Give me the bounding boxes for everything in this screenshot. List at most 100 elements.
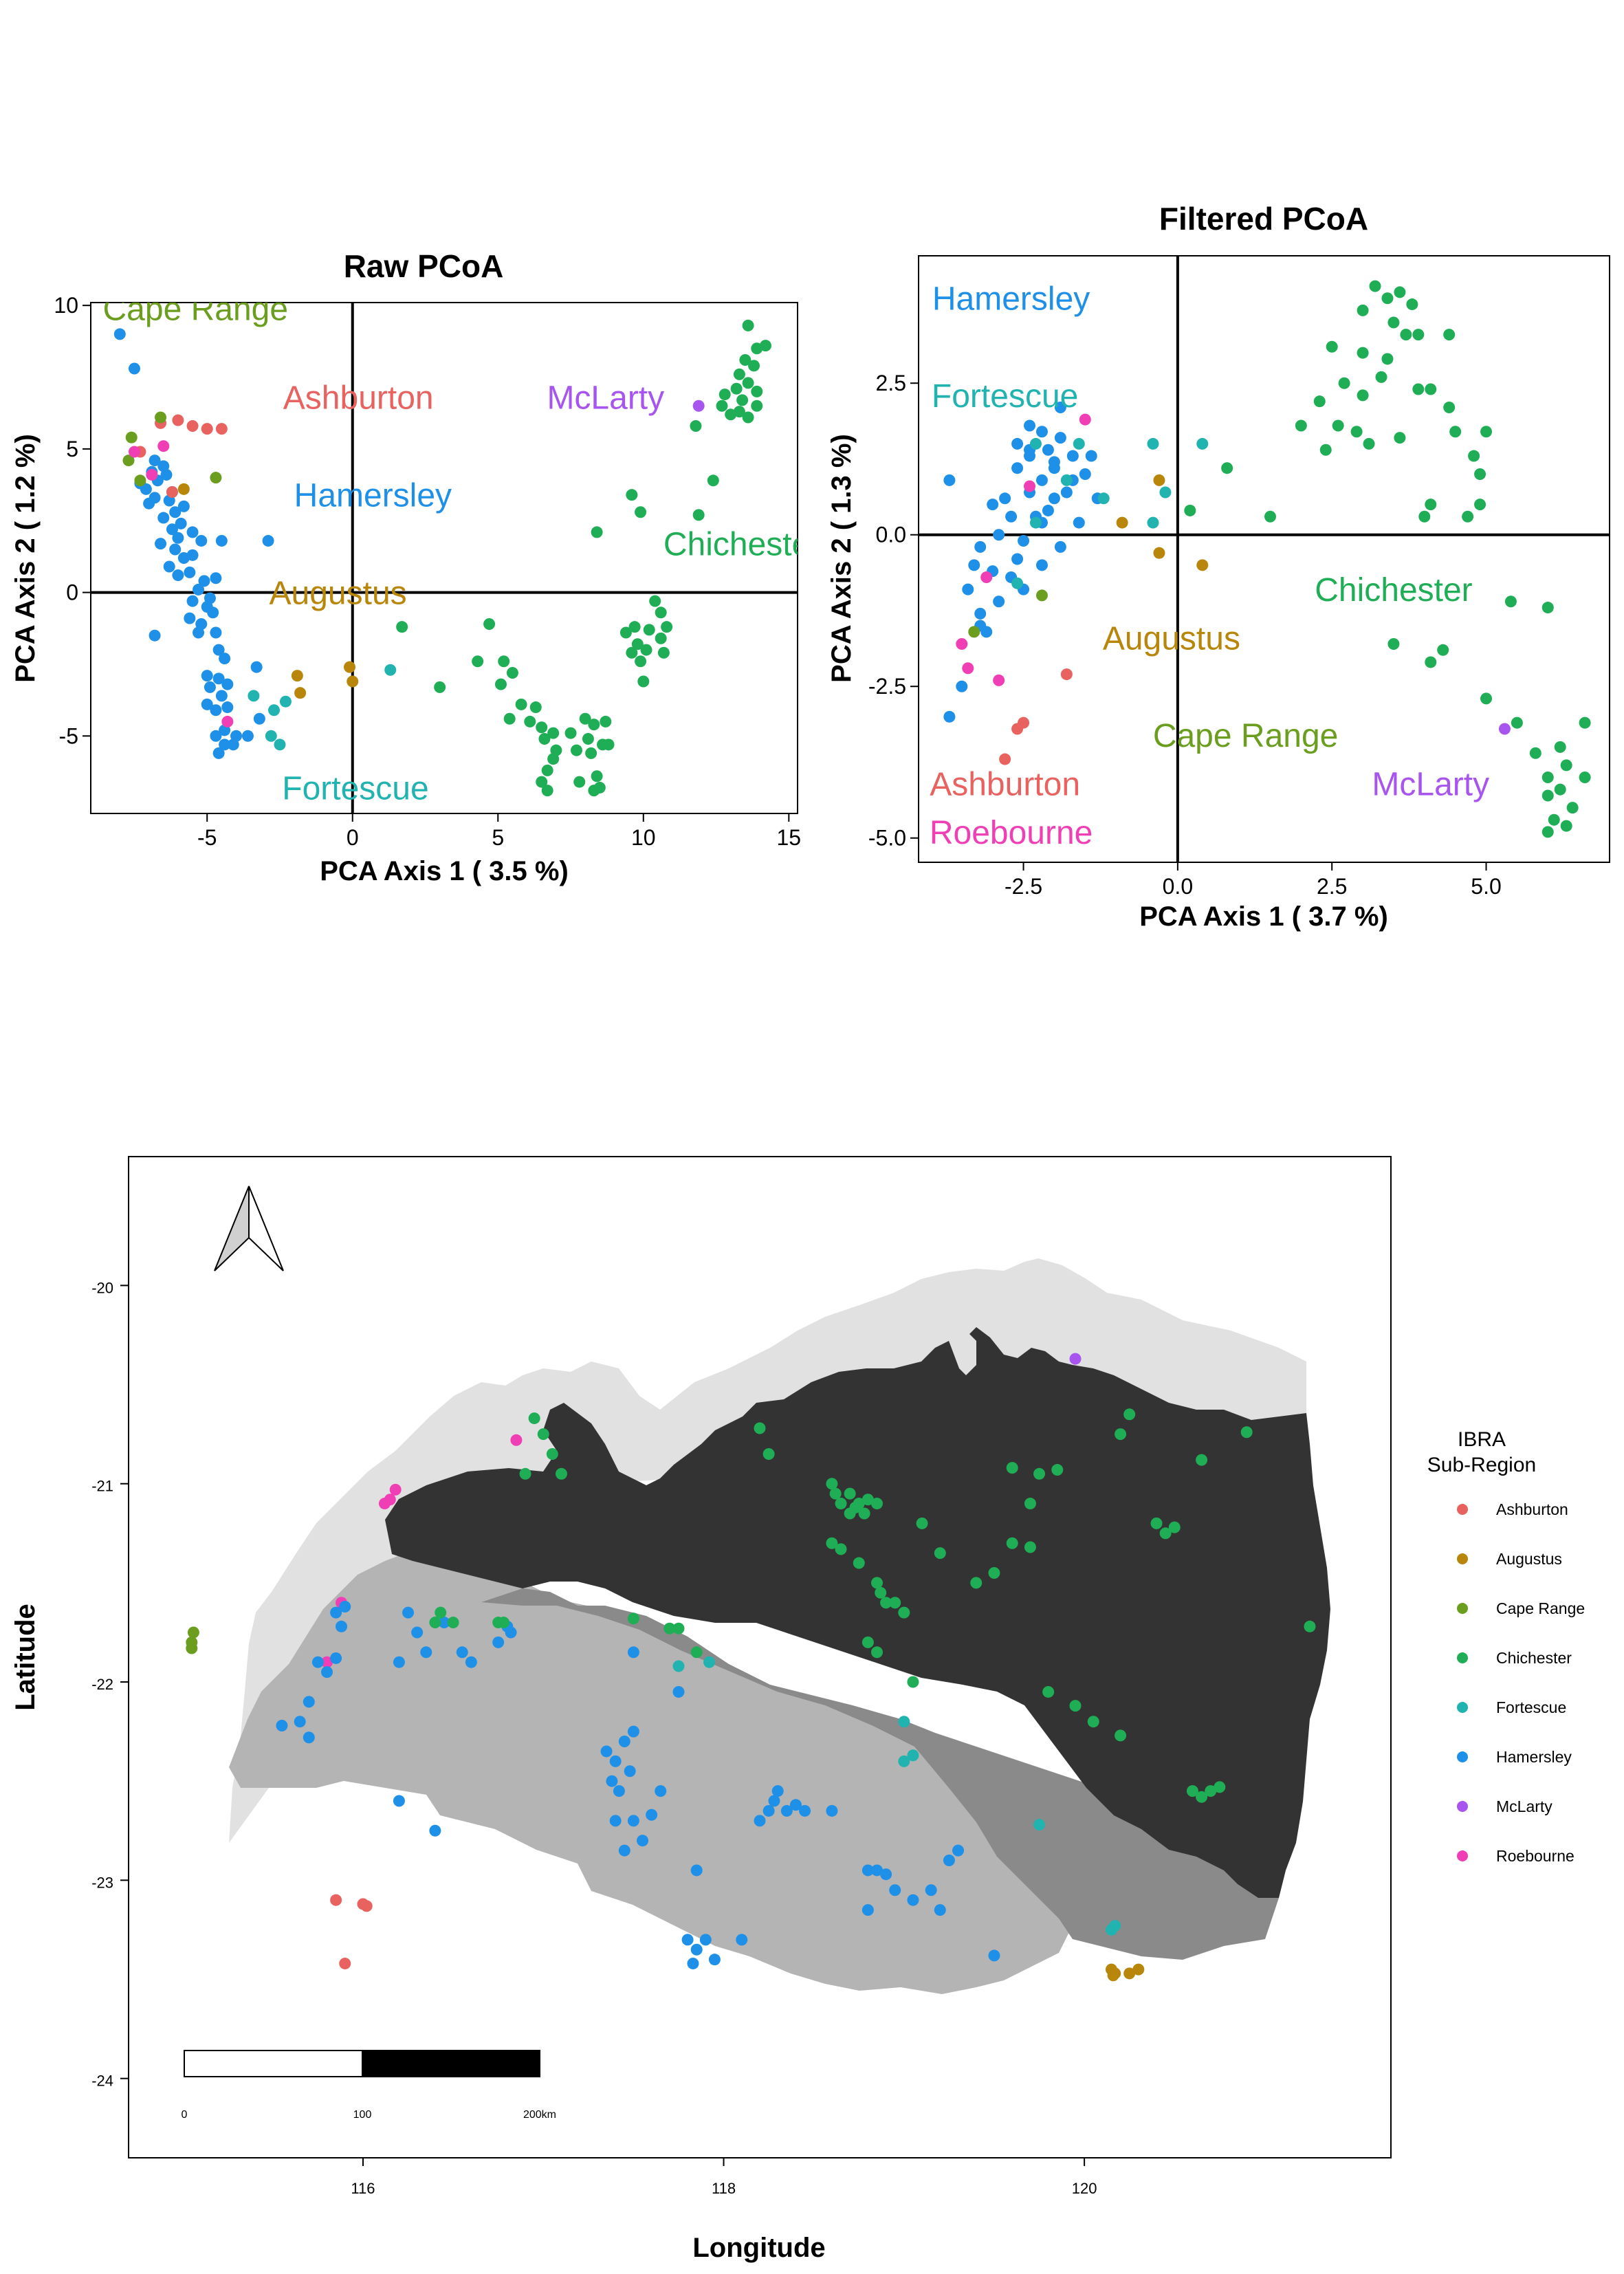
raw-pcoa-point-chichester xyxy=(498,655,510,668)
raw-pcoa-frame xyxy=(90,302,798,814)
filtered-pcoa-group-label-hamersley: Hamersley xyxy=(932,281,1090,318)
map-point-chichester xyxy=(875,1586,887,1599)
filtered-pcoa-point-chichester xyxy=(1511,717,1523,729)
map-point-chichester xyxy=(858,1507,870,1520)
map-point-ashburton xyxy=(360,1900,373,1912)
filtered-pcoa-point-chichester xyxy=(1357,304,1369,316)
filtered-pcoa-point-chichester xyxy=(1295,419,1307,432)
map-x-tick-label: 116 xyxy=(351,2180,375,2197)
raw-pcoa-y-tick-label: 10 xyxy=(54,293,78,318)
raw-pcoa-point-ashburton xyxy=(172,414,184,426)
filtered-pcoa-point-chichester xyxy=(1504,595,1517,608)
map-point-chichester xyxy=(1115,1729,1127,1742)
map-point-hamersley xyxy=(339,1600,351,1612)
raw-pcoa-point-roebourne xyxy=(157,440,170,452)
map-point-hamersley xyxy=(687,1957,699,1969)
raw-pcoa-point-augustus xyxy=(177,483,190,495)
raw-pcoa-group-label-augustus: Augustus xyxy=(270,576,407,612)
filtered-pcoa-point-hamersley xyxy=(1018,535,1030,547)
map-point-hamersley xyxy=(438,1617,450,1629)
map-point-chichester xyxy=(862,1494,874,1506)
legend-swatch-cape-range xyxy=(1457,1603,1468,1614)
map-point-hamersley xyxy=(609,1755,622,1767)
map-point-hamersley xyxy=(456,1646,468,1659)
raw-pcoa-point-chichester xyxy=(626,646,638,659)
filtered-pcoa-point-augustus xyxy=(1153,547,1165,559)
map-point-chichester xyxy=(826,1478,838,1490)
map-point-ashburton xyxy=(330,1894,342,1906)
filtered-pcoa-point-chichester xyxy=(1579,717,1591,729)
filtered-pcoa-point-hamersley xyxy=(999,492,1011,505)
raw-pcoa-point-chichester xyxy=(588,719,600,731)
filtered-pcoa-point-chichester xyxy=(1412,329,1425,341)
map-point-roebourne xyxy=(510,1434,523,1446)
raw-pcoa-point-cape-range xyxy=(125,431,138,444)
map-legend: IBRA Sub-Region Ashburton Augustus Cape Ra… xyxy=(1427,1428,1585,1865)
map-point-hamersley xyxy=(492,1636,505,1648)
map-point-chichester xyxy=(844,1487,856,1500)
raw-pcoa-point-hamersley xyxy=(193,583,205,595)
filtered-pcoa-group-label-augustus: Augustus xyxy=(1103,621,1240,657)
filtered-pcoa-point-hamersley xyxy=(1024,419,1036,432)
filtered-pcoa-point-chichester xyxy=(1394,432,1406,444)
filtered-pcoa-point-fortescue xyxy=(1097,492,1110,505)
raw-pcoa-point-hamersley xyxy=(169,543,182,556)
raw-pcoa-point-ashburton xyxy=(166,485,178,498)
filtered-pcoa-group-label-fortescue: Fortescue xyxy=(932,378,1078,415)
map-point-cape-range xyxy=(187,1626,199,1639)
raw-pcoa-point-chichester xyxy=(585,747,597,759)
filtered-pcoa-point-chichester xyxy=(1381,292,1394,305)
raw-pcoa-x-tick-label: 0 xyxy=(347,825,359,850)
map-point-hamersley xyxy=(321,1666,333,1679)
filtered-pcoa-point-hamersley xyxy=(1035,559,1048,571)
raw-pcoa-point-hamersley xyxy=(221,701,234,714)
raw-pcoa-point-hamersley xyxy=(219,739,231,751)
map-point-chichester xyxy=(1069,1700,1082,1712)
raw-pcoa-point-chichester xyxy=(524,715,536,728)
raw-pcoa-point-chichester xyxy=(716,400,728,412)
filtered-pcoa-point-hamersley xyxy=(993,595,1005,608)
filtered-pcoa-point-hamersley xyxy=(1060,486,1073,499)
legend-label-fortescue: Fortescue xyxy=(1496,1698,1566,1716)
raw-pcoa-point-cape-range xyxy=(210,472,222,484)
filtered-pcoa-point-chichester xyxy=(1554,741,1566,753)
legend-entries: Ashburton Augustus Cape Range Chichester For… xyxy=(1457,1500,1585,1865)
map-point-chichester xyxy=(870,1498,883,1510)
filtered-pcoa-point-fortescue xyxy=(1147,516,1159,529)
map-point-fortescue xyxy=(672,1660,685,1672)
raw-pcoa-point-hamersley xyxy=(262,534,274,547)
raw-pcoa-x-axis-label: PCA Axis 1 ( 3.5 %) xyxy=(320,856,569,886)
raw-pcoa-point-chichester xyxy=(626,489,638,501)
map-point-hamersley xyxy=(330,1606,342,1619)
map-point-hamersley xyxy=(420,1646,432,1659)
filtered-pcoa-point-roebourne xyxy=(1079,413,1091,426)
raw-pcoa-point-fortescue xyxy=(265,730,277,742)
legend-title-line2: Sub-Region xyxy=(1427,1454,1536,1476)
map-regions xyxy=(229,1258,1330,1994)
map-point-chichester xyxy=(435,1606,447,1619)
map-point-chichester xyxy=(498,1617,510,1629)
scale-bar-white xyxy=(184,2050,363,2077)
map-point-roebourne xyxy=(321,1656,333,1668)
map-point-hamersley xyxy=(736,1934,748,1946)
map-point-hamersley xyxy=(780,1804,793,1817)
map-point-chichester xyxy=(1006,1537,1018,1549)
map-point-hamersley xyxy=(618,1844,630,1857)
filtered-pcoa-point-chichester xyxy=(1221,462,1233,474)
filtered-pcoa-group-label-cape-range: Cape Range xyxy=(1153,718,1339,754)
raw-pcoa-point-hamersley xyxy=(207,606,219,619)
filtered-pcoa-point-chichester xyxy=(1313,395,1326,408)
raw-pcoa-point-hamersley xyxy=(184,612,196,624)
filtered-pcoa-point-hamersley xyxy=(968,559,980,571)
raw-pcoa-point-chichester xyxy=(640,644,652,656)
filtered-pcoa-point-chichester xyxy=(1319,444,1332,456)
filtered-pcoa-point-chichester xyxy=(1425,656,1437,668)
filtered-pcoa-point-chichester xyxy=(1332,419,1344,432)
map-point-chichester xyxy=(870,1577,883,1589)
raw-pcoa-point-hamersley xyxy=(172,532,184,544)
filtered-pcoa-point-ashburton xyxy=(1018,717,1030,729)
raw-pcoa-point-chichester xyxy=(748,360,760,372)
map-point-hamersley xyxy=(943,1855,955,1867)
raw-pcoa-y-axis-label: PCA Axis 2 ( 1.2 %) xyxy=(10,434,41,683)
raw-pcoa-point-chichester xyxy=(538,732,551,745)
